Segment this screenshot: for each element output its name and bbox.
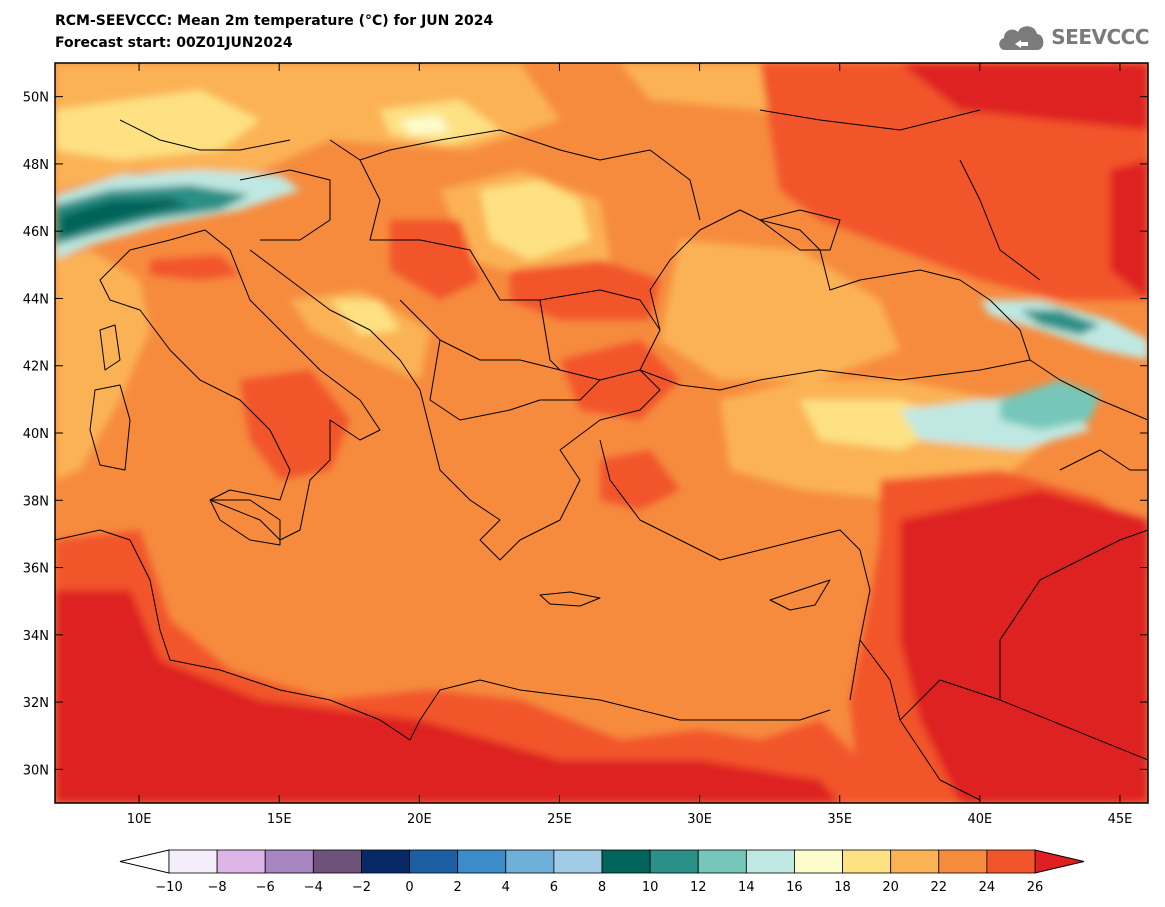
colorbar-swatch (457, 849, 507, 874)
colorbar-swatch (601, 849, 651, 874)
lon-tick-label: 35E (827, 812, 852, 827)
logo-text: SEEVCCC (1051, 25, 1149, 49)
temperature-field (55, 63, 1148, 803)
colorbar-swatch (216, 849, 266, 874)
colorbar-over-triangle (1034, 849, 1085, 874)
forecast-start-label: Forecast start: 00Z01JUN2024 (55, 35, 293, 51)
colorbar-swatch (312, 849, 362, 874)
lon-tick-label: 20E (407, 812, 432, 827)
coastlines (55, 109, 1148, 801)
colorbar-swatch (409, 849, 459, 874)
lon-tick-label: 45E (1108, 812, 1133, 827)
lat-tick-label: 46N (23, 225, 49, 240)
colorbar-label: 2 (454, 880, 462, 895)
colorbar-swatch (168, 849, 218, 874)
colorbar-label: 16 (786, 880, 803, 895)
lat-tick-label: 48N (23, 158, 49, 173)
lat-tick-label: 44N (23, 292, 49, 307)
colorbar-label: −8 (208, 880, 227, 895)
colorbar-swatch (697, 849, 747, 874)
colorbar-label: 14 (738, 880, 755, 895)
colorbar-swatch (938, 849, 988, 874)
lat-tick-label: 42N (23, 360, 49, 375)
colorbar-label: 22 (931, 880, 948, 895)
lat-tick-label: 36N (23, 562, 49, 577)
cloud-icon (999, 26, 1044, 50)
colorbar-swatch (361, 849, 410, 874)
latitude-axis: 50N 48N 46N 44N 42N 40N 38N 36N 34N 32N 30N (23, 91, 1148, 778)
colorbar-label: 0 (405, 880, 413, 895)
longitude-axis: 10E 15E 20E 25E 30E 35E 40E 45E (127, 63, 1133, 827)
colorbar-label: 10 (642, 880, 659, 895)
colorbar-label: 18 (834, 880, 851, 895)
colorbar-swatch (745, 849, 795, 874)
colorbar-label: 20 (882, 880, 899, 895)
colorbar-label: 24 (979, 880, 996, 895)
colorbar-swatch (649, 849, 699, 874)
lat-tick-label: 30N (23, 763, 49, 778)
lon-tick-label: 10E (127, 812, 152, 827)
lat-tick-label: 34N (23, 629, 49, 644)
lat-tick-label: 50N (23, 91, 49, 106)
colorbar-label: −10 (155, 880, 182, 895)
colorbar-swatch (264, 849, 314, 874)
lat-tick-label: 32N (23, 696, 49, 711)
colorbar-under-triangle (119, 849, 170, 874)
colorbar-label: 26 (1027, 880, 1044, 895)
lon-tick-label: 15E (267, 812, 292, 827)
lon-tick-label: 30E (687, 812, 712, 827)
colorbar-swatch (794, 849, 843, 874)
colorbar-swatch (890, 849, 940, 874)
colorbar-swatch (505, 849, 555, 874)
colorbar-label: 12 (690, 880, 707, 895)
colorbar-swatch (986, 849, 1036, 874)
colorbar-label: 4 (502, 880, 510, 895)
colorbar: −10 −8 −6 −4 −2 0 2 4 6 8 10 12 14 16 18 20 22 24 26 (119, 849, 1085, 895)
colorbar-label: 6 (550, 880, 558, 895)
lon-tick-label: 25E (547, 812, 572, 827)
seevccc-logo: SEEVCCC (995, 20, 1149, 54)
colorbar-label: −6 (256, 880, 275, 895)
colorbar-label: −4 (304, 880, 323, 895)
lat-tick-label: 38N (23, 494, 49, 509)
lon-tick-label: 40E (967, 812, 992, 827)
colorbar-label: 8 (598, 880, 606, 895)
colorbar-swatch (842, 849, 892, 874)
lat-tick-label: 40N (23, 427, 49, 442)
colorbar-label: −2 (352, 880, 371, 895)
colorbar-swatch (553, 849, 603, 874)
map-title: RCM-SEEVCCC: Mean 2m temperature (°C) fo… (55, 13, 494, 29)
